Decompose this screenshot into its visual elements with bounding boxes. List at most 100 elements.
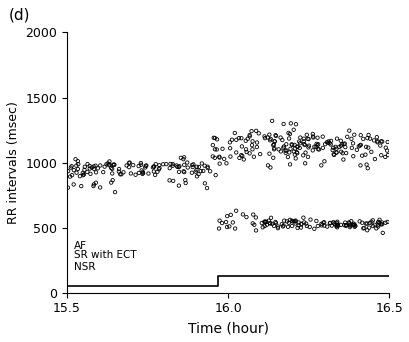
Point [360, 225, 366, 231]
Point [81, 167, 88, 173]
Point [320, 220, 327, 225]
Point [265, 132, 272, 137]
Point [156, 162, 162, 168]
Point [305, 136, 311, 142]
Point [248, 128, 254, 134]
Point [318, 223, 324, 228]
Point [280, 218, 287, 223]
Point [346, 223, 353, 228]
Point [288, 223, 294, 229]
Point [339, 157, 346, 162]
Point [285, 130, 291, 136]
Point [108, 165, 114, 171]
Point [303, 223, 309, 229]
Point [382, 145, 388, 150]
Point [339, 141, 346, 147]
Point [142, 163, 148, 169]
Point [292, 218, 298, 223]
Point [259, 225, 265, 230]
Point [92, 163, 99, 168]
Point [374, 220, 380, 225]
Point [383, 148, 389, 153]
Point [378, 139, 384, 144]
Point [180, 155, 187, 160]
Point [261, 135, 267, 141]
Point [94, 166, 101, 171]
Point [69, 172, 75, 178]
Point [84, 161, 90, 167]
Point [281, 148, 288, 154]
Point [313, 143, 320, 148]
Point [282, 150, 288, 156]
Point [81, 172, 87, 177]
Point [304, 145, 311, 150]
Point [293, 150, 300, 156]
Point [246, 134, 252, 139]
Point [285, 150, 292, 155]
Point [180, 162, 187, 168]
Point [383, 219, 390, 225]
Point [297, 225, 303, 230]
Point [291, 152, 297, 157]
Point [216, 154, 222, 159]
Point [70, 182, 77, 187]
Point [182, 177, 188, 183]
Point [341, 220, 348, 225]
Point [198, 161, 204, 166]
Point [150, 169, 157, 174]
Point [333, 219, 340, 224]
Point [103, 161, 110, 167]
Point [286, 146, 293, 152]
Point [280, 121, 286, 127]
Text: SR with ECT: SR with ECT [73, 250, 136, 260]
Point [81, 164, 88, 170]
Point [267, 165, 273, 170]
Point [263, 219, 269, 225]
Point [365, 225, 371, 231]
X-axis label: Time (hour): Time (hour) [187, 321, 268, 335]
Point [312, 218, 319, 224]
Point [270, 145, 277, 151]
Point [123, 163, 130, 168]
Point [269, 142, 276, 148]
Point [175, 169, 182, 175]
Point [266, 221, 273, 226]
Point [279, 224, 285, 229]
Point [324, 140, 331, 145]
Point [293, 149, 299, 155]
Point [377, 139, 384, 144]
Point [329, 220, 336, 225]
Point [177, 155, 184, 161]
Point [306, 217, 313, 222]
Point [88, 165, 95, 170]
Point [253, 144, 259, 150]
Point [215, 226, 222, 231]
Point [294, 225, 300, 231]
Point [238, 153, 244, 158]
Point [288, 218, 294, 223]
Point [364, 132, 371, 138]
Point [139, 169, 146, 175]
Point [346, 224, 352, 230]
Point [180, 156, 186, 162]
Point [351, 222, 357, 227]
Point [130, 162, 136, 168]
Point [331, 144, 338, 149]
Point [362, 144, 369, 149]
Point [151, 164, 157, 169]
Point [378, 222, 384, 227]
Point [283, 219, 290, 224]
Point [219, 146, 225, 152]
Point [288, 142, 295, 148]
Point [330, 152, 336, 157]
Point [65, 168, 71, 174]
Point [312, 144, 318, 150]
Point [212, 172, 218, 178]
Point [287, 121, 293, 126]
Point [373, 134, 379, 140]
Point [294, 144, 300, 149]
Point [242, 138, 248, 144]
Point [296, 135, 303, 140]
Point [271, 139, 277, 144]
Point [340, 222, 347, 228]
